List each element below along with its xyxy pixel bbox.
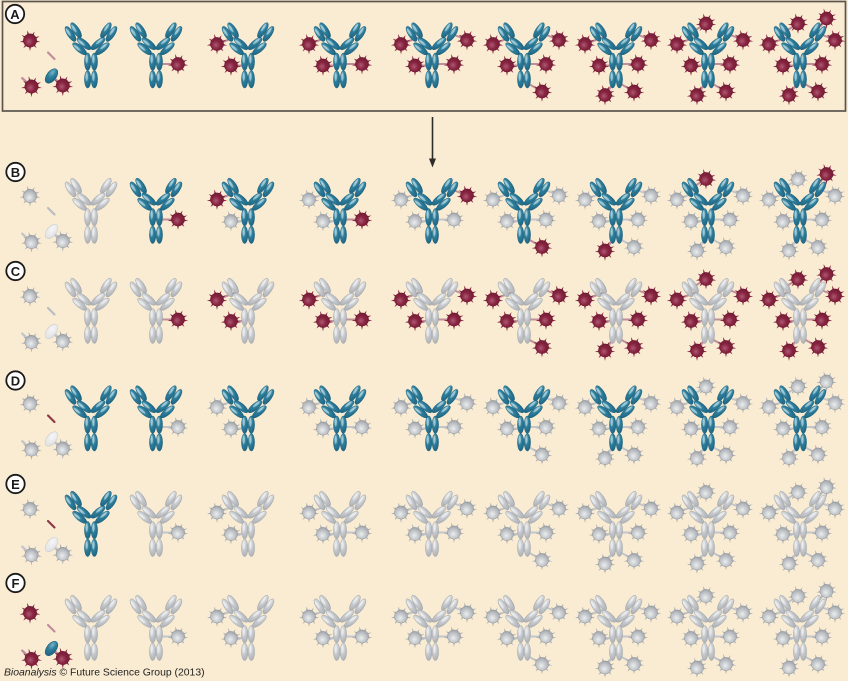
svg-text:D: D (11, 374, 20, 389)
svg-text:E: E (11, 477, 20, 492)
svg-text:Bioanalysis © Future Science G: Bioanalysis © Future Science Group (2013… (4, 668, 205, 679)
svg-text:B: B (11, 165, 20, 180)
svg-text:F: F (12, 576, 20, 591)
svg-text:A: A (10, 7, 20, 22)
svg-text:C: C (11, 264, 21, 279)
